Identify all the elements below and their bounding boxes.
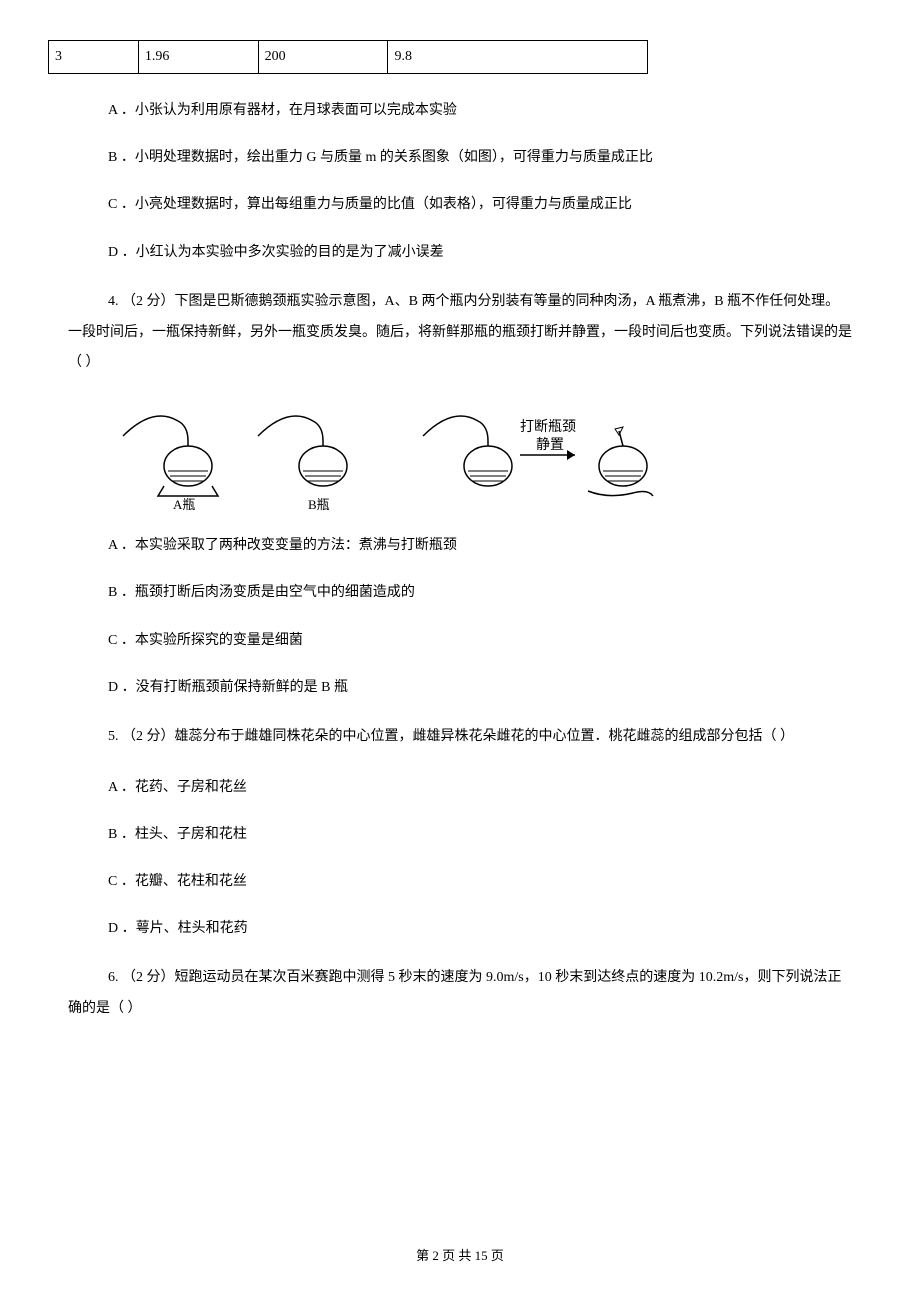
q5-option-d: D ．萼片、柱头和花药 — [108, 916, 872, 941]
cell-1: 1.96 — [138, 41, 258, 74]
q4-option-c: C ．本实验所探究的变量是细菌 — [108, 628, 872, 653]
q4-option-b: B ．瓶颈打断后肉汤变质是由空气中的细菌造成的 — [108, 580, 872, 605]
cell-0: 3 — [49, 41, 139, 74]
data-table: 3 1.96 200 9.8 — [48, 40, 648, 74]
table-row: 3 1.96 200 9.8 — [49, 41, 648, 74]
q5-option-b: B ．柱头、子房和花柱 — [108, 822, 872, 847]
q3-option-a: A ．小张认为利用原有器材，在月球表面可以完成本实验 — [108, 98, 872, 123]
cell-2: 200 — [258, 41, 388, 74]
cell-3: 9.8 — [388, 41, 648, 74]
arrow-text-bottom: 静置 — [536, 437, 564, 453]
q4-stem: 4. （2 分）下图是巴斯德鹅颈瓶实验示意图，A、B 两个瓶内分别装有等量的同种… — [68, 287, 852, 379]
q5-stem: 5. （2 分）雄蕊分布于雌雄同株花朵的中心位置，雌雄异株花朵雌花的中心位置．桃… — [68, 722, 852, 753]
q6-stem: 6. （2 分）短跑运动员在某次百米赛跑中测得 5 秒末的速度为 9.0m/s，… — [68, 963, 852, 1025]
q3-option-b: B ．小明处理数据时，绘出重力 G 与质量 m 的关系图象（如图），可得重力与质… — [108, 145, 872, 170]
q4-option-a: A ．本实验采取了两种改变变量的方法：煮沸与打断瓶颈 — [108, 533, 872, 558]
flask-a-label: A瓶 — [173, 497, 195, 511]
page-footer: 第 2 页 共 15 页 — [0, 1245, 920, 1264]
flask-b-label: B瓶 — [308, 497, 330, 511]
q3-option-d: D ．小红认为本实验中多次实验的目的是为了减小误差 — [108, 240, 872, 265]
q4-figure: A瓶 B瓶 打断瓶颈 静置 — [108, 401, 872, 511]
q5-option-a: A ．花药、子房和花丝 — [108, 775, 872, 800]
q4-option-d: D ．没有打断瓶颈前保持新鲜的是 B 瓶 — [108, 675, 872, 700]
q5-option-c: C ．花瓣、花柱和花丝 — [108, 869, 872, 894]
arrow-text-top: 打断瓶颈 — [520, 418, 576, 435]
flask-diagram-icon: A瓶 B瓶 打断瓶颈 静置 — [108, 401, 668, 511]
q3-option-c: C ．小亮处理数据时，算出每组重力与质量的比值（如表格），可得重力与质量成正比 — [108, 192, 872, 217]
